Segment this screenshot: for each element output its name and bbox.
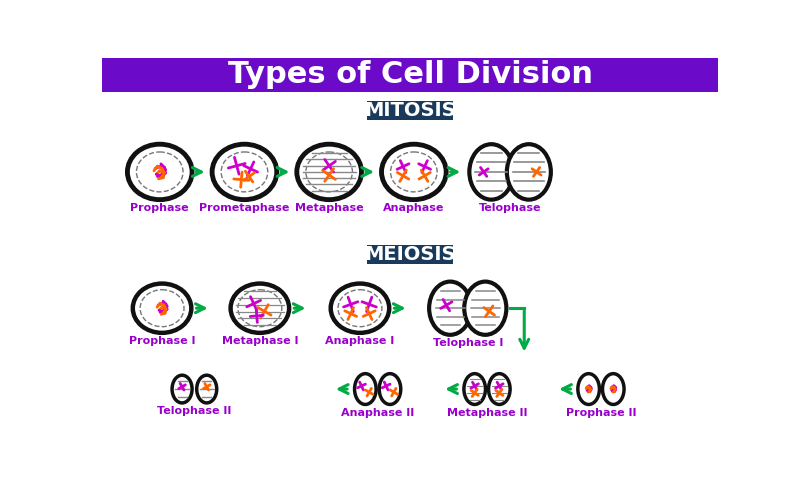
Text: Metaphase I: Metaphase I <box>222 336 298 346</box>
Text: Prophase II: Prophase II <box>566 408 636 417</box>
Text: Prophase I: Prophase I <box>129 336 195 346</box>
Text: Telophase: Telophase <box>479 203 542 213</box>
Ellipse shape <box>464 374 486 404</box>
Ellipse shape <box>330 284 390 333</box>
Text: Anaphase II: Anaphase II <box>341 408 414 417</box>
Ellipse shape <box>464 282 506 335</box>
Ellipse shape <box>429 282 471 335</box>
Text: MITOSIS: MITOSIS <box>364 101 456 120</box>
Text: Prophase: Prophase <box>130 203 189 213</box>
FancyBboxPatch shape <box>367 101 453 120</box>
Ellipse shape <box>489 374 510 404</box>
Ellipse shape <box>470 144 514 199</box>
FancyBboxPatch shape <box>102 58 718 92</box>
Ellipse shape <box>297 144 362 199</box>
Text: Types of Cell Division: Types of Cell Division <box>227 60 593 89</box>
Text: Telophase I: Telophase I <box>433 338 503 348</box>
Ellipse shape <box>354 374 376 404</box>
Text: Anaphase: Anaphase <box>383 203 445 213</box>
Ellipse shape <box>602 374 624 404</box>
Ellipse shape <box>382 144 446 199</box>
Text: Metaphase: Metaphase <box>295 203 363 213</box>
Text: Prometaphase: Prometaphase <box>199 203 290 213</box>
FancyBboxPatch shape <box>367 245 453 264</box>
Ellipse shape <box>133 284 191 333</box>
Ellipse shape <box>127 144 192 199</box>
Ellipse shape <box>379 374 401 404</box>
Ellipse shape <box>230 284 289 333</box>
Ellipse shape <box>197 375 217 403</box>
Ellipse shape <box>507 144 551 199</box>
Ellipse shape <box>212 144 277 199</box>
Text: Telophase II: Telophase II <box>158 406 231 416</box>
Ellipse shape <box>172 375 192 403</box>
Text: Anaphase I: Anaphase I <box>326 336 394 346</box>
Text: Metaphase II: Metaphase II <box>446 408 527 417</box>
Ellipse shape <box>578 374 599 404</box>
Text: MEIOSIS: MEIOSIS <box>364 245 456 264</box>
